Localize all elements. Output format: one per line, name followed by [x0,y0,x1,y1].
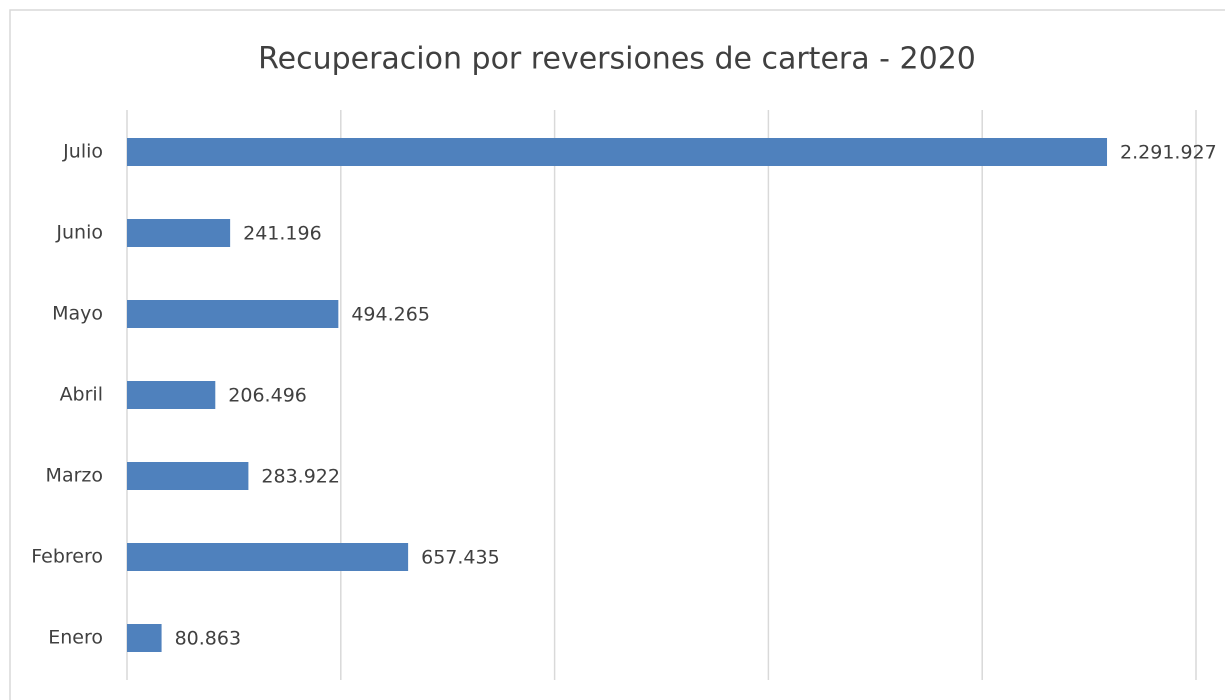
y-tick-label: Abril [60,384,103,406]
bar [127,138,1108,166]
data-label: 80.863 [175,628,241,650]
data-label: 2.291.927 [1120,142,1217,164]
y-tick-label: Febrero [31,546,103,568]
data-label: 241.196 [243,223,322,245]
bar [127,624,162,652]
data-label: 657.435 [421,547,500,569]
data-label: 494.265 [351,304,430,326]
y-tick-label: Marzo [46,465,103,487]
chart-border [9,9,1225,700]
y-tick-label: Junio [55,222,103,244]
data-label: 283.922 [261,466,340,488]
bar [127,462,249,490]
y-tick-label: Mayo [52,303,103,325]
bar [127,381,216,409]
chart-title: Recuperacion por reversiones de cartera … [258,42,976,77]
bar [127,300,339,328]
y-tick-label: Enero [48,627,103,649]
y-tick-label: Julio [62,141,103,163]
bar [127,543,409,571]
data-label: 206.496 [228,385,307,407]
bar [127,219,231,247]
